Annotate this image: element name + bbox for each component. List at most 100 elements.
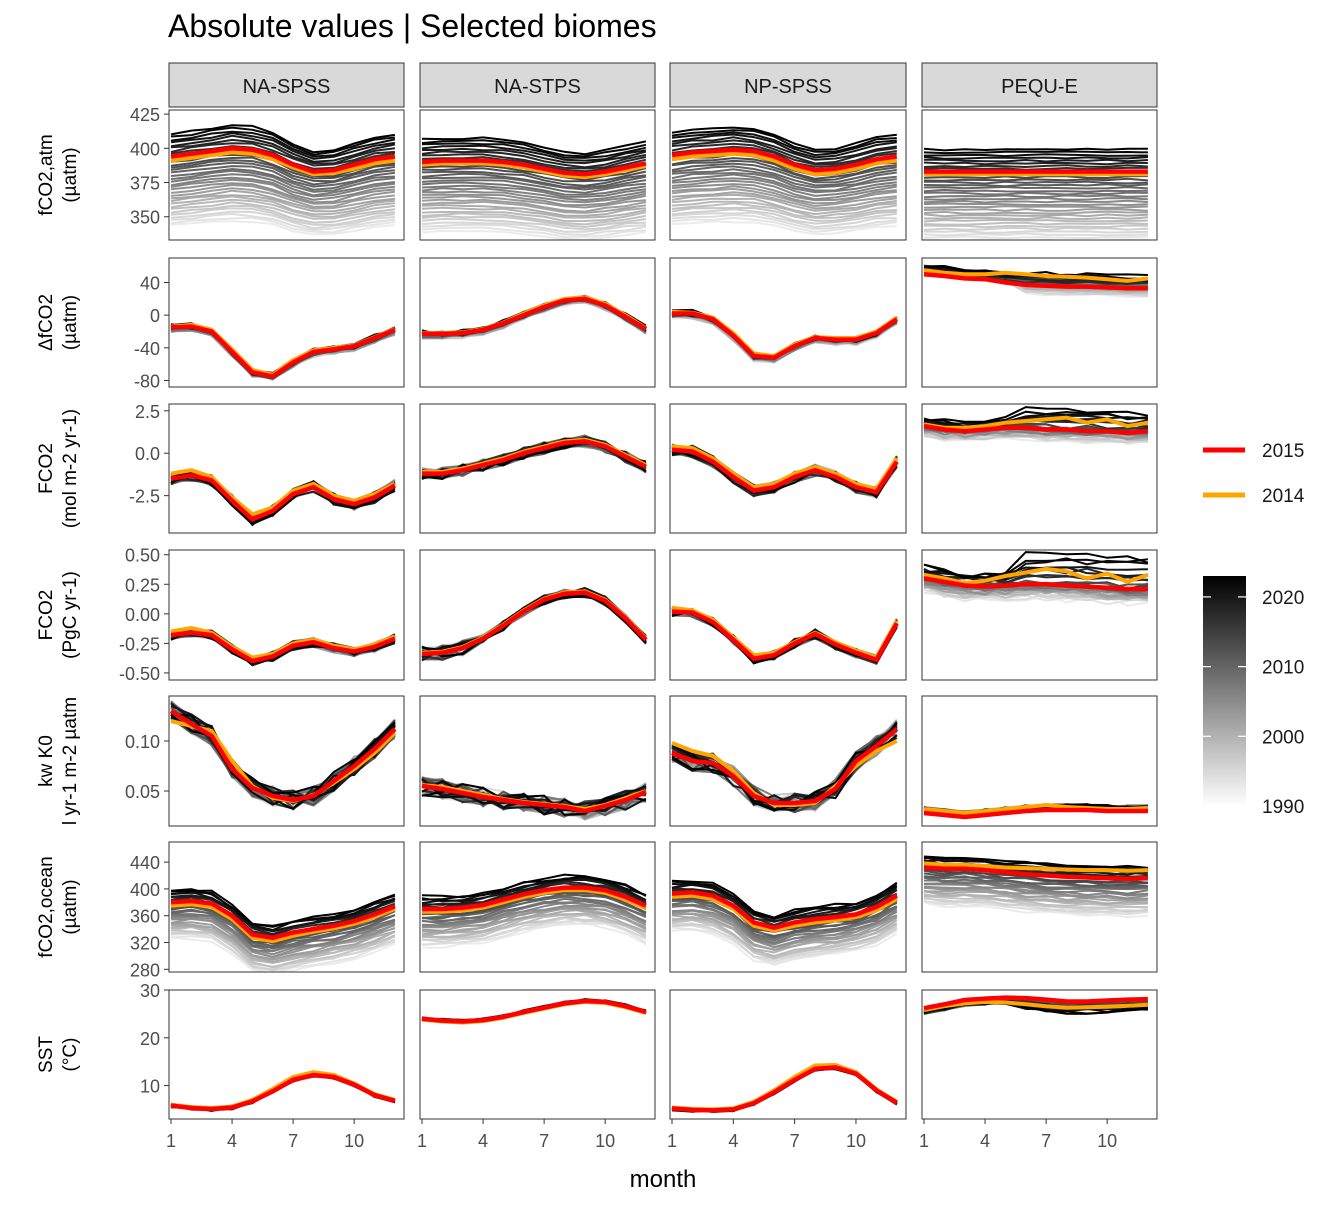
x-tick-label: 10 <box>846 1131 866 1151</box>
panel-border <box>168 841 405 973</box>
series-line-year <box>170 161 395 186</box>
series-line-year <box>671 183 897 202</box>
series-line-year <box>671 193 897 212</box>
series-line-year <box>923 153 1148 158</box>
series-line-year <box>923 551 1149 579</box>
series-line-year <box>923 188 1148 193</box>
series-line-year <box>923 213 1148 218</box>
series-line-year <box>924 216 1148 221</box>
series-line-year <box>671 213 897 231</box>
series-line-year <box>671 197 897 216</box>
series-line-year <box>170 183 396 205</box>
series-line-2015 <box>421 590 648 657</box>
series-line-year <box>421 198 647 213</box>
x-tick-label: 4 <box>980 1131 990 1151</box>
y-axis-label-line: fCO2,atm <box>36 134 57 215</box>
series-line-year <box>671 200 897 219</box>
panel-border <box>921 695 1158 827</box>
series-line-year <box>421 907 647 934</box>
panel-series-group <box>671 1062 898 1114</box>
series-line-year <box>671 168 897 189</box>
panel-series-group <box>170 468 397 527</box>
chart-title: Absolute values | Selected biomes <box>168 8 657 44</box>
series-line-year <box>923 147 1148 152</box>
panel-border <box>168 403 405 534</box>
y-tick-label: 0.25 <box>125 575 160 595</box>
series-line-year <box>923 208 1148 212</box>
series-line-2015 <box>923 807 1148 820</box>
series-line-year <box>923 180 1148 185</box>
y-tick-label: 280 <box>130 960 160 980</box>
series-line-year <box>923 185 1148 190</box>
series-line-year <box>170 126 396 156</box>
panel-border <box>921 403 1158 534</box>
series-line-year <box>671 139 897 165</box>
y-axis-label-line: (µatm) <box>60 295 81 350</box>
series-line-2015 <box>422 885 647 912</box>
y-tick-label: 20 <box>140 1029 160 1049</box>
panel-background <box>670 990 906 1119</box>
series-line-year <box>923 224 1148 229</box>
y-tick-label: -40 <box>134 339 160 359</box>
series-line-year <box>923 901 1148 919</box>
series-line-year <box>421 184 647 198</box>
y-axis-label-line: FCO2 <box>36 590 57 641</box>
facet-strip-label: NA-SPSS <box>243 76 331 98</box>
series-line-year <box>421 139 647 158</box>
series-line-year <box>170 210 395 230</box>
y-tick-label: 320 <box>130 934 160 954</box>
series-line-2015 <box>421 158 647 177</box>
colorbar-label: 2000 <box>1262 727 1304 748</box>
panel-border <box>419 403 656 534</box>
series-line-year <box>923 885 1149 900</box>
panel-border <box>168 695 405 827</box>
series-line-year <box>170 890 396 933</box>
panel-background <box>420 258 655 387</box>
series-line-year <box>923 205 1148 209</box>
series-line-year <box>421 136 647 156</box>
series-line-year <box>421 203 646 217</box>
series-line-year <box>421 901 647 928</box>
series-line-year <box>671 191 897 210</box>
y-tick-label: -80 <box>134 371 160 391</box>
series-line-year <box>170 130 396 158</box>
series-line-year <box>923 161 1148 166</box>
colorbar-label: 2010 <box>1262 658 1304 679</box>
y-tick-label: 0.05 <box>125 782 160 802</box>
series-line-year <box>421 176 647 191</box>
series-line-year <box>671 171 897 192</box>
series-line-year <box>923 177 1148 182</box>
series-line-year <box>671 187 897 208</box>
y-tick-label: 10 <box>140 1077 160 1097</box>
series-line-year <box>923 199 1148 204</box>
series-line-year <box>170 176 396 198</box>
y-tick-label: -0.25 <box>119 634 160 654</box>
series-line-year <box>923 150 1148 155</box>
y-tick-label: 425 <box>130 105 160 125</box>
series-line-year <box>923 183 1148 188</box>
panel-border <box>168 109 405 241</box>
series-line-year <box>923 406 1149 423</box>
series-line-year <box>170 132 396 160</box>
series-line-year <box>170 167 395 191</box>
series-line-2014 <box>923 999 1148 1013</box>
series-line-year <box>421 211 647 223</box>
y-axis-label-line: SST <box>36 1036 57 1073</box>
panel-border <box>419 549 656 681</box>
series-line-2015 <box>170 146 396 174</box>
panel-series-group <box>923 406 1149 446</box>
series-line-year <box>421 223 647 236</box>
series-line-year <box>170 936 396 972</box>
facet-strip <box>921 62 1158 108</box>
series-line-year <box>170 925 396 964</box>
y-axis-label: fCO2,atm (µatm) <box>36 134 81 215</box>
series-line-2014 <box>923 415 1149 430</box>
series-line-year <box>923 414 1148 428</box>
x-tick-label: 7 <box>790 1131 800 1151</box>
panel-border <box>168 257 405 388</box>
series-line-2014 <box>923 861 1148 873</box>
series-line-year <box>421 170 647 187</box>
y-axis-label: fCO2,ocean (µatm) <box>36 856 81 957</box>
series-line-year <box>671 207 897 222</box>
series-line-year <box>421 167 647 183</box>
